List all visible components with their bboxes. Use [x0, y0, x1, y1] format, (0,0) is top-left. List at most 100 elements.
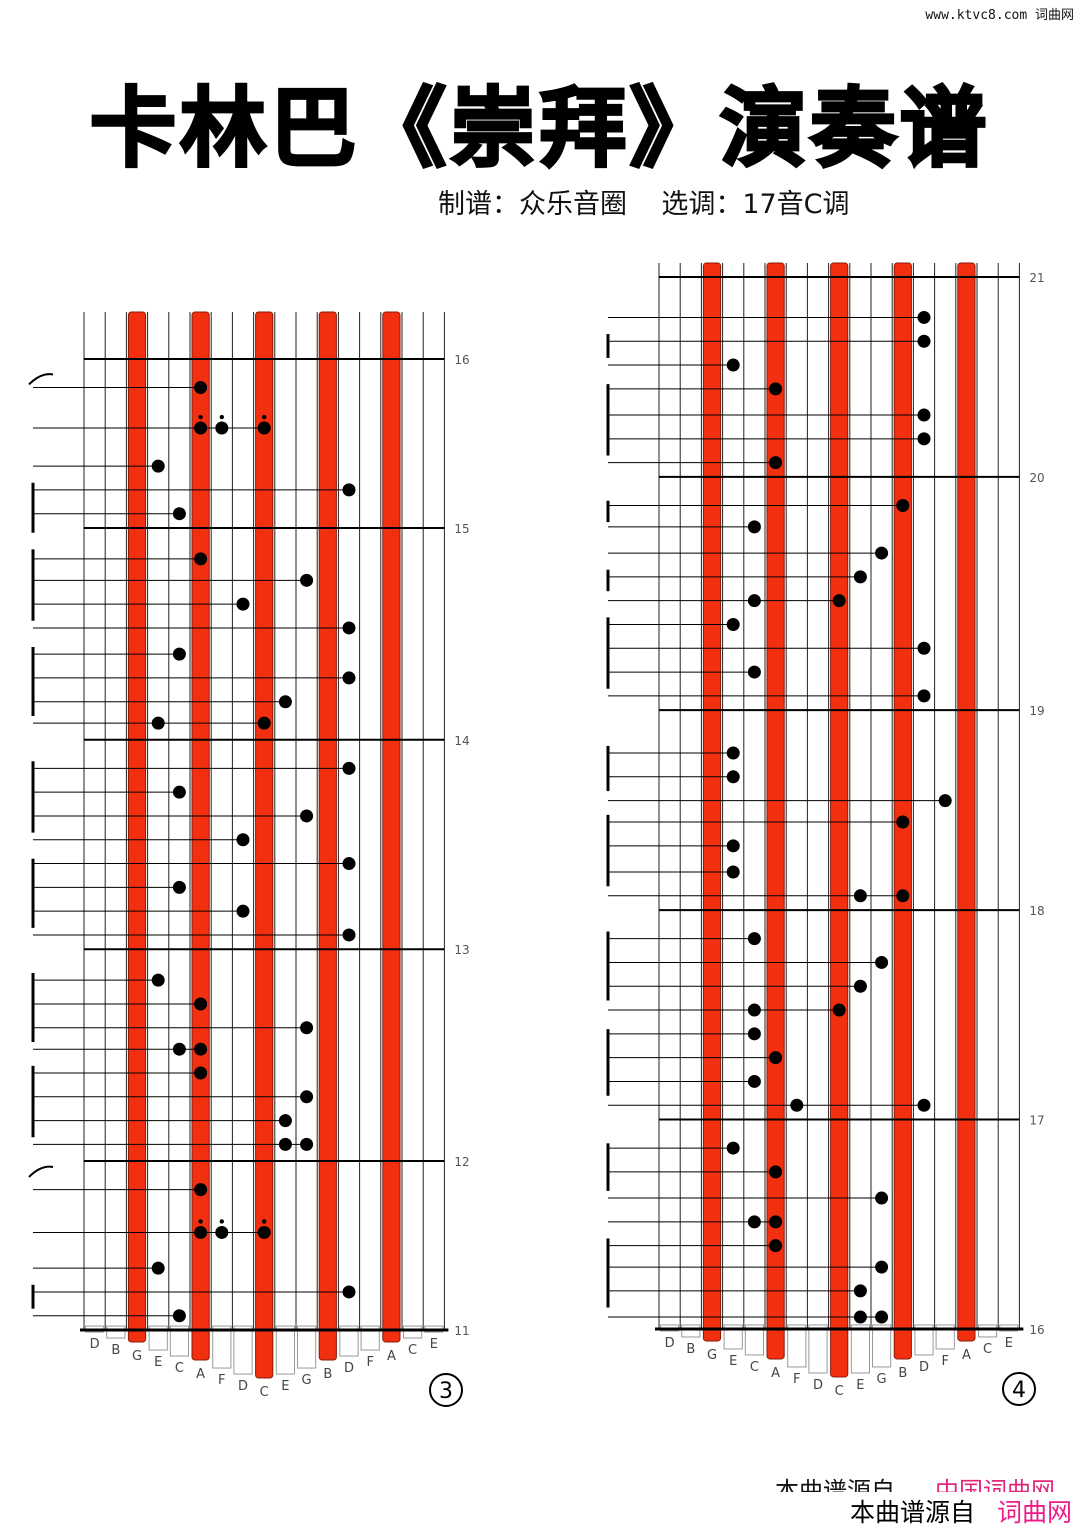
note-dot	[257, 421, 271, 435]
note-dot	[342, 857, 356, 871]
key-tine	[808, 1324, 828, 1374]
note-dot	[151, 459, 165, 473]
note-dot	[747, 1215, 761, 1229]
key-label: E	[729, 1354, 737, 1369]
note-dot	[726, 839, 740, 853]
note-dot	[151, 973, 165, 987]
measure-number: 17	[1029, 1114, 1044, 1128]
note-dot	[747, 520, 761, 534]
key-label: C	[983, 1342, 992, 1357]
note-dot	[917, 310, 931, 324]
note-dot	[215, 421, 229, 435]
note-dot	[726, 617, 740, 631]
note-dot	[790, 1098, 804, 1112]
note-dot	[853, 1310, 867, 1324]
note-dot	[236, 833, 250, 847]
note-dot	[194, 381, 208, 395]
note-dot	[917, 334, 931, 348]
note-dot	[769, 456, 783, 470]
note-dot	[151, 716, 165, 730]
measure-number: 20	[1029, 471, 1044, 485]
red-tine	[255, 311, 274, 1379]
note-dot	[257, 1225, 271, 1239]
measure-number: 11	[454, 1324, 469, 1338]
key-tine	[360, 1325, 380, 1351]
note-dot	[917, 689, 931, 703]
red-tine	[830, 262, 849, 1378]
red-tine	[766, 262, 785, 1360]
note-dot	[853, 979, 867, 993]
key-label: G	[132, 1349, 142, 1364]
key-label: B	[898, 1366, 907, 1381]
note-dot	[769, 1165, 783, 1179]
measure-number: 13	[454, 943, 469, 957]
footer-site-link[interactable]: 词曲网	[997, 1498, 1073, 1527]
note-dot	[257, 716, 271, 730]
note-dot	[172, 647, 186, 661]
note-dot	[769, 1239, 783, 1253]
key-label: C	[260, 1385, 269, 1400]
measure-number: 21	[1029, 271, 1044, 285]
key-label: E	[1005, 1336, 1013, 1351]
key-tine	[403, 1325, 423, 1339]
note-dot	[300, 1090, 314, 1104]
key-tine	[233, 1325, 253, 1375]
key-tine	[723, 1324, 743, 1350]
note-dot	[194, 1066, 208, 1080]
key-label: F	[793, 1372, 800, 1387]
note-dot	[172, 880, 186, 894]
octave-dot	[198, 1219, 203, 1224]
note-dot	[342, 928, 356, 942]
measure-number: 18	[1029, 904, 1044, 918]
page-number: 4	[1012, 1378, 1026, 1403]
red-tine	[957, 262, 976, 1342]
key-label: D	[813, 1378, 823, 1393]
key-label: E	[430, 1337, 438, 1352]
note-dot	[172, 785, 186, 799]
note-dot	[194, 997, 208, 1011]
red-tine	[318, 311, 337, 1361]
key-label: E	[856, 1378, 864, 1393]
key-label: A	[962, 1348, 971, 1363]
note-dot	[726, 746, 740, 760]
note-dot	[875, 1260, 889, 1274]
note-dot	[194, 1042, 208, 1056]
note-dot	[769, 1215, 783, 1229]
note-dot	[726, 1141, 740, 1155]
key-label: G	[877, 1372, 887, 1387]
footer-clipped-site: 中国词曲网	[935, 1477, 1055, 1492]
note-dot	[917, 1098, 931, 1112]
note-dot	[300, 809, 314, 823]
note-dot	[278, 1114, 292, 1128]
note-dot	[938, 794, 952, 808]
note-dot	[215, 1225, 229, 1239]
key-label: A	[771, 1366, 780, 1381]
slur-mark	[28, 373, 54, 386]
key-label: D	[90, 1337, 100, 1352]
note-dot	[236, 597, 250, 611]
note-dot	[747, 665, 761, 679]
footer-clipped: 本曲谱源自 中国词曲网	[775, 1476, 1055, 1492]
note-dot	[172, 507, 186, 521]
note-dot	[300, 1137, 314, 1151]
note-dot	[832, 1003, 846, 1017]
note-dot	[236, 904, 250, 918]
key-tine	[212, 1325, 232, 1369]
key-label: A	[387, 1349, 396, 1364]
red-tine	[702, 262, 722, 1342]
key-tine	[850, 1324, 870, 1374]
measure-number: 19	[1029, 704, 1044, 718]
note-dot	[896, 889, 910, 903]
note-dot	[342, 621, 356, 635]
note-dot	[853, 889, 867, 903]
note-dot	[917, 641, 931, 655]
note-dot	[747, 1027, 761, 1041]
note-dot	[896, 815, 910, 829]
note-dot	[172, 1042, 186, 1056]
note-dot	[747, 1003, 761, 1017]
key-label: F	[941, 1354, 948, 1369]
red-tine	[127, 311, 147, 1343]
key-tine	[681, 1324, 701, 1338]
key-tine	[169, 1325, 190, 1357]
